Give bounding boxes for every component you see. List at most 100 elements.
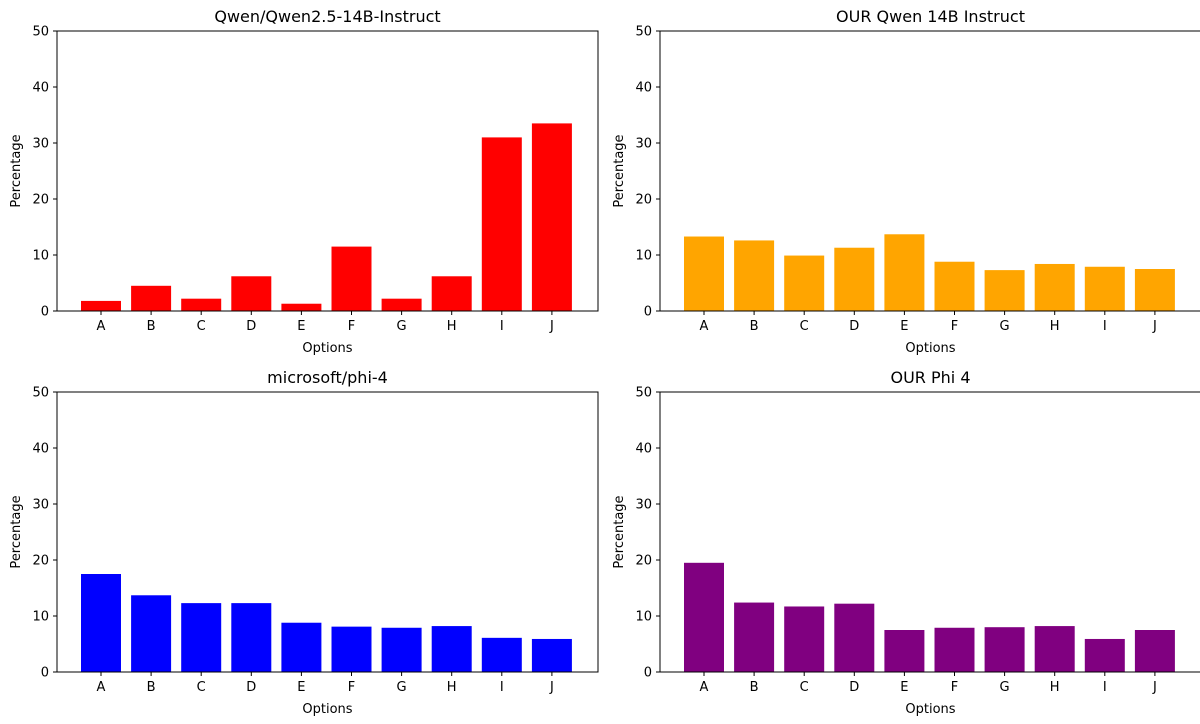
y-tick-label: 20 [635,193,652,208]
y-tick-label: 20 [32,554,49,569]
bar-D [231,276,272,311]
bar-B [131,595,172,672]
x-tick-label: B [750,319,759,334]
y-tick-label: 40 [32,81,49,96]
y-tick-label: 10 [32,610,49,625]
x-tick-label: J [549,319,554,334]
x-tick-label: A [97,680,106,695]
x-tick-label: G [1000,680,1010,695]
y-tick-label: 40 [32,442,49,457]
bar-G [984,627,1025,672]
x-tick-label: I [1103,680,1107,695]
bar-F [331,626,372,672]
x-axis-label: Options [905,341,955,356]
bar-E [281,622,322,672]
bar-C [181,298,222,311]
chart-title: Qwen/Qwen2.5-14B-Instruct [214,7,440,26]
y-axis-label: Percentage [612,495,627,568]
x-tick-label: D [849,319,859,334]
y-tick-label: 50 [635,25,652,40]
bar-E [884,630,925,672]
bar-E [884,234,925,311]
x-tick-label: G [1000,319,1010,334]
y-tick-label: 20 [32,193,49,208]
y-tick-label: 50 [635,386,652,401]
x-tick-label: E [900,680,908,695]
x-tick-label: E [297,319,305,334]
plot-frame [56,30,599,312]
bar-F [934,627,975,672]
bar-B [131,285,172,311]
x-tick-label: A [97,319,106,334]
x-tick-label: D [246,319,256,334]
bar-A [684,236,724,311]
x-tick-label: I [500,680,504,695]
chart-panel-4: 0 10 20 30 40 50 A B C D E F G H I J OUR Phi 4 Options Per… [612,368,1200,717]
x-tick-label: E [900,319,908,334]
plot-frame [56,391,599,673]
bar-B [734,240,775,311]
x-tick-label: B [750,680,759,695]
x-tick-label: I [500,319,504,334]
bar-I [481,137,522,311]
x-tick-label: E [297,680,305,695]
x-tick-label: C [800,680,809,695]
chart-title: microsoft/phi-4 [267,368,388,387]
bar-G [984,270,1025,311]
plot-frame [659,30,1200,312]
y-tick-label: 10 [635,249,652,264]
y-tick-label: 10 [635,610,652,625]
bar-H [1034,263,1075,311]
x-tick-label: F [348,680,355,695]
bar-C [784,255,825,311]
x-tick-label: G [397,680,407,695]
y-tick-label: 40 [635,442,652,457]
bar-I [481,637,522,672]
chart-title: OUR Qwen 14B Instruct [836,7,1025,26]
x-tick-label: F [951,680,958,695]
x-tick-label: F [951,319,958,334]
y-tick-label: 0 [41,666,49,681]
x-tick-label: D [246,680,256,695]
y-tick-label: 0 [644,305,652,320]
bar-F [331,246,372,311]
y-tick-label: 10 [32,249,49,264]
x-tick-label: C [197,319,206,334]
x-tick-label: H [447,319,457,334]
x-tick-label: B [147,680,156,695]
x-axis-label: Options [905,702,955,717]
chart-title: OUR Phi 4 [890,368,970,387]
y-tick-label: 50 [32,386,49,401]
x-tick-label: F [348,319,355,334]
y-tick-label: 30 [32,498,49,513]
bar-H [431,276,472,311]
bar-I [1084,638,1125,672]
bar-H [1034,626,1075,672]
y-axis-label: Percentage [9,495,24,568]
bar-D [231,603,272,672]
bar-A [81,574,121,672]
x-tick-label: J [1152,319,1157,334]
bar-J [1134,269,1175,311]
x-axis-label: Options [302,341,352,356]
y-tick-label: 50 [32,25,49,40]
x-tick-label: H [447,680,457,695]
bar-C [181,603,222,672]
y-axis-label: Percentage [612,134,627,207]
x-tick-label: D [849,680,859,695]
x-tick-label: J [549,680,554,695]
y-tick-label: 0 [41,305,49,320]
y-tick-label: 30 [635,498,652,513]
bar-D [834,247,875,311]
plot-frame [659,391,1200,673]
bar-G [381,627,422,672]
bar-I [1084,266,1125,311]
bar-F [934,261,975,311]
y-tick-label: 40 [635,81,652,96]
x-tick-label: C [197,680,206,695]
x-tick-label: A [700,319,709,334]
x-tick-label: B [147,319,156,334]
bar-E [281,303,322,311]
